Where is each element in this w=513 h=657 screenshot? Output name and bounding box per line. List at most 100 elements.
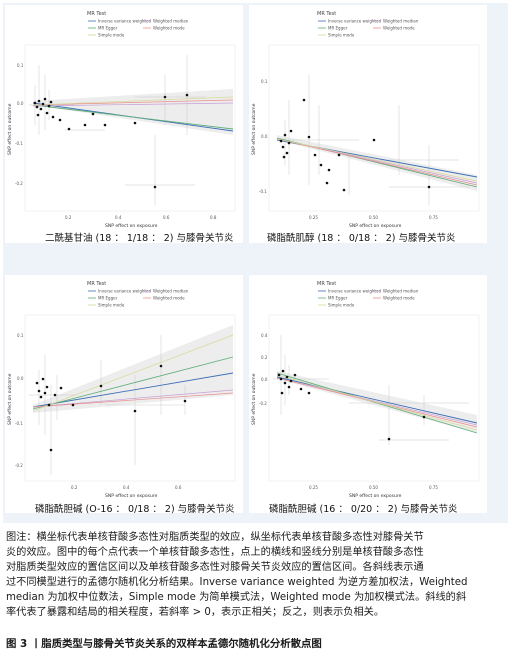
y-tick: 0.0 <box>17 376 24 381</box>
panel-caption: 磷脂酰胆碱 (16 ： 0/20 ： 2) 与膝骨关节炎 <box>269 504 458 515</box>
legend-label-wmedian: Weighted median <box>383 19 419 24</box>
y-tick: 0.1 <box>17 63 24 68</box>
legend-label-egger: MR Egger <box>98 296 118 301</box>
legend-label-egger: MR Egger <box>328 26 348 31</box>
scatter-panel-3: MR Test Inverse variance weighted Weight… <box>5 275 243 515</box>
scatter-plot-2: MR Test Inverse variance weighted Weight… <box>249 5 487 243</box>
y-tick: -0.1 <box>15 141 23 146</box>
x-tick: 0.75 <box>429 485 438 490</box>
plot-area <box>268 44 480 212</box>
legend-label-smode: Simple mode <box>98 33 125 38</box>
y-axis-title: SNP effect on outcome <box>7 373 13 425</box>
confidence-band <box>33 325 233 413</box>
scatter-panel-1: MR Test Inverse variance weighted Weight… <box>5 5 243 244</box>
snp-points <box>33 93 189 189</box>
legend-label-wmode: Weighted mode <box>383 296 415 301</box>
legend-label-wmedian: Weighted median <box>153 19 189 24</box>
y-tick: 0.1 <box>261 79 268 84</box>
confidence-band <box>33 89 233 135</box>
panel-caption: 磷脂酰肌醇 (18 ： 0/18 ： 2) 与膝骨关节炎 <box>267 233 456 244</box>
mr-line-wmode <box>32 99 234 106</box>
legend-title: MR Test <box>317 281 336 287</box>
x-tick: 0.25 <box>309 485 318 490</box>
legend-label-wmode: Weighted mode <box>383 26 415 31</box>
mr-line-ivw <box>276 376 478 424</box>
figure-note-line: median 为加权中位数法，Simple mode 为简单模式法，Weight… <box>6 591 467 603</box>
x-tick: 0.6 <box>175 485 182 490</box>
mr-line-wmode <box>32 392 234 408</box>
mr-line-wmedian <box>32 389 234 408</box>
y-axis-title: SNP effect on outcome <box>7 103 13 155</box>
legend-label-smode: Simple mode <box>328 33 355 38</box>
legend-label-ivw: Inverse variance weighted <box>328 289 381 294</box>
x-tick: 0.4 <box>123 485 130 490</box>
legend-label-wmode: Weighted mode <box>153 26 185 31</box>
y-tick: 0.0 <box>17 101 24 106</box>
plot-area <box>268 314 480 482</box>
plot-area <box>24 314 236 482</box>
figure-note-line: 对脂质类型效应的置信区间以及单核苷酸多态性对膝骨关节炎效应的置信区间。各斜线表示… <box>6 561 424 573</box>
x-tick: 0.2 <box>65 215 72 220</box>
mr-line-smode <box>276 138 478 182</box>
y-axis-title: SNP effect on outcome <box>251 373 257 425</box>
mr-line-ivw <box>32 372 234 408</box>
legend-label-smode: Simple mode <box>98 303 125 308</box>
x-axis-title: SNP effect on exposure <box>349 493 402 499</box>
x-tick: 0.8 <box>210 215 217 220</box>
y-axis-title: SNP effect on outcome <box>251 103 257 155</box>
x-tick: 0.6 <box>163 215 170 220</box>
legend-label-smode: Simple mode <box>328 303 355 308</box>
snp-points <box>277 369 426 441</box>
legend-label-egger: MR Egger <box>328 296 348 301</box>
figure-area: MR Test Inverse variance weighted Weight… <box>3 3 508 523</box>
legend-label-wmedian: Weighted median <box>153 289 189 294</box>
y-tick: -0.2 <box>15 463 23 468</box>
x-axis-title: SNP effect on exposure <box>105 223 158 229</box>
y-tick: -0.1 <box>15 421 23 426</box>
legend-label-egger: MR Egger <box>98 26 118 31</box>
x-axis-title: SNP effect on exposure <box>349 223 402 229</box>
y-tick: 0.4 <box>261 333 268 338</box>
error-bars <box>273 335 469 445</box>
plot-area <box>24 44 236 212</box>
y-tick: -0.2 <box>259 401 267 406</box>
legend-label-wmedian: Weighted median <box>383 289 419 294</box>
x-axis-title: SNP effect on exposure <box>105 493 158 499</box>
figure-note-line: 过不同模型进行的孟德尔随机化分析结果。Inverse variance weig… <box>6 576 468 588</box>
mr-line-smode <box>276 374 478 431</box>
legend-label-ivw: Inverse variance weighted <box>98 289 151 294</box>
panel-caption: 磷脂酰胆碱 (O-16 ： 0/18 ： 2) 与膝骨关节炎 <box>35 504 235 515</box>
confidence-band <box>277 371 477 433</box>
mr-line-wmedian <box>32 102 234 107</box>
y-tick: 0.0 <box>261 377 268 382</box>
scatter-plot-1: MR Test Inverse variance weighted Weight… <box>5 5 243 243</box>
y-tick: 0.1 <box>17 333 24 338</box>
x-tick: 0.2 <box>71 485 78 490</box>
scatter-panel-4: MR Test Inverse variance weighted Weight… <box>249 275 487 515</box>
x-tick: 0.75 <box>429 215 438 220</box>
figure-note-line: 图注：横坐标代表单核苷酸多态性对脂质类型的效应，纵坐标代表单核苷酸多态性对膝骨关… <box>6 532 424 543</box>
scatter-panel-2: MR Test Inverse variance weighted Weight… <box>249 5 487 244</box>
x-tick: 0.25 <box>309 215 318 220</box>
legend-title: MR Test <box>317 11 336 17</box>
y-tick: 0.2 <box>261 355 268 360</box>
mr-line-smode <box>32 334 234 412</box>
mr-line-egger <box>32 356 234 410</box>
legend-title: MR Test <box>87 11 106 17</box>
legend-label-wmode: Weighted mode <box>153 296 185 301</box>
legend-label-ivw: Inverse variance weighted <box>328 19 381 24</box>
mr-line-smode <box>32 96 234 106</box>
y-tick: -0.2 <box>15 181 23 186</box>
x-tick: 0.50 <box>369 485 378 490</box>
x-tick: 0.50 <box>369 215 378 220</box>
snp-points <box>279 98 431 192</box>
scatter-plot-4: MR Test Inverse variance weighted Weight… <box>249 275 487 513</box>
figure-note-line: 炎的效应。图中的每个点代表一个单核苷酸多态性，点上的横线和竖线分别是单核苷酸多态… <box>6 546 424 558</box>
y-tick: 0.0 <box>261 134 268 139</box>
x-tick: 0.4 <box>115 215 122 220</box>
mr-line-wmode <box>276 138 478 186</box>
snp-points <box>35 364 187 452</box>
mr-line-egger <box>276 372 478 434</box>
y-tick: -0.1 <box>259 189 267 194</box>
figure-note: 图注：横坐标代表单核苷酸多态性对脂质类型的效应，纵坐标代表单核苷酸多态性对膝骨关… <box>6 531 506 620</box>
